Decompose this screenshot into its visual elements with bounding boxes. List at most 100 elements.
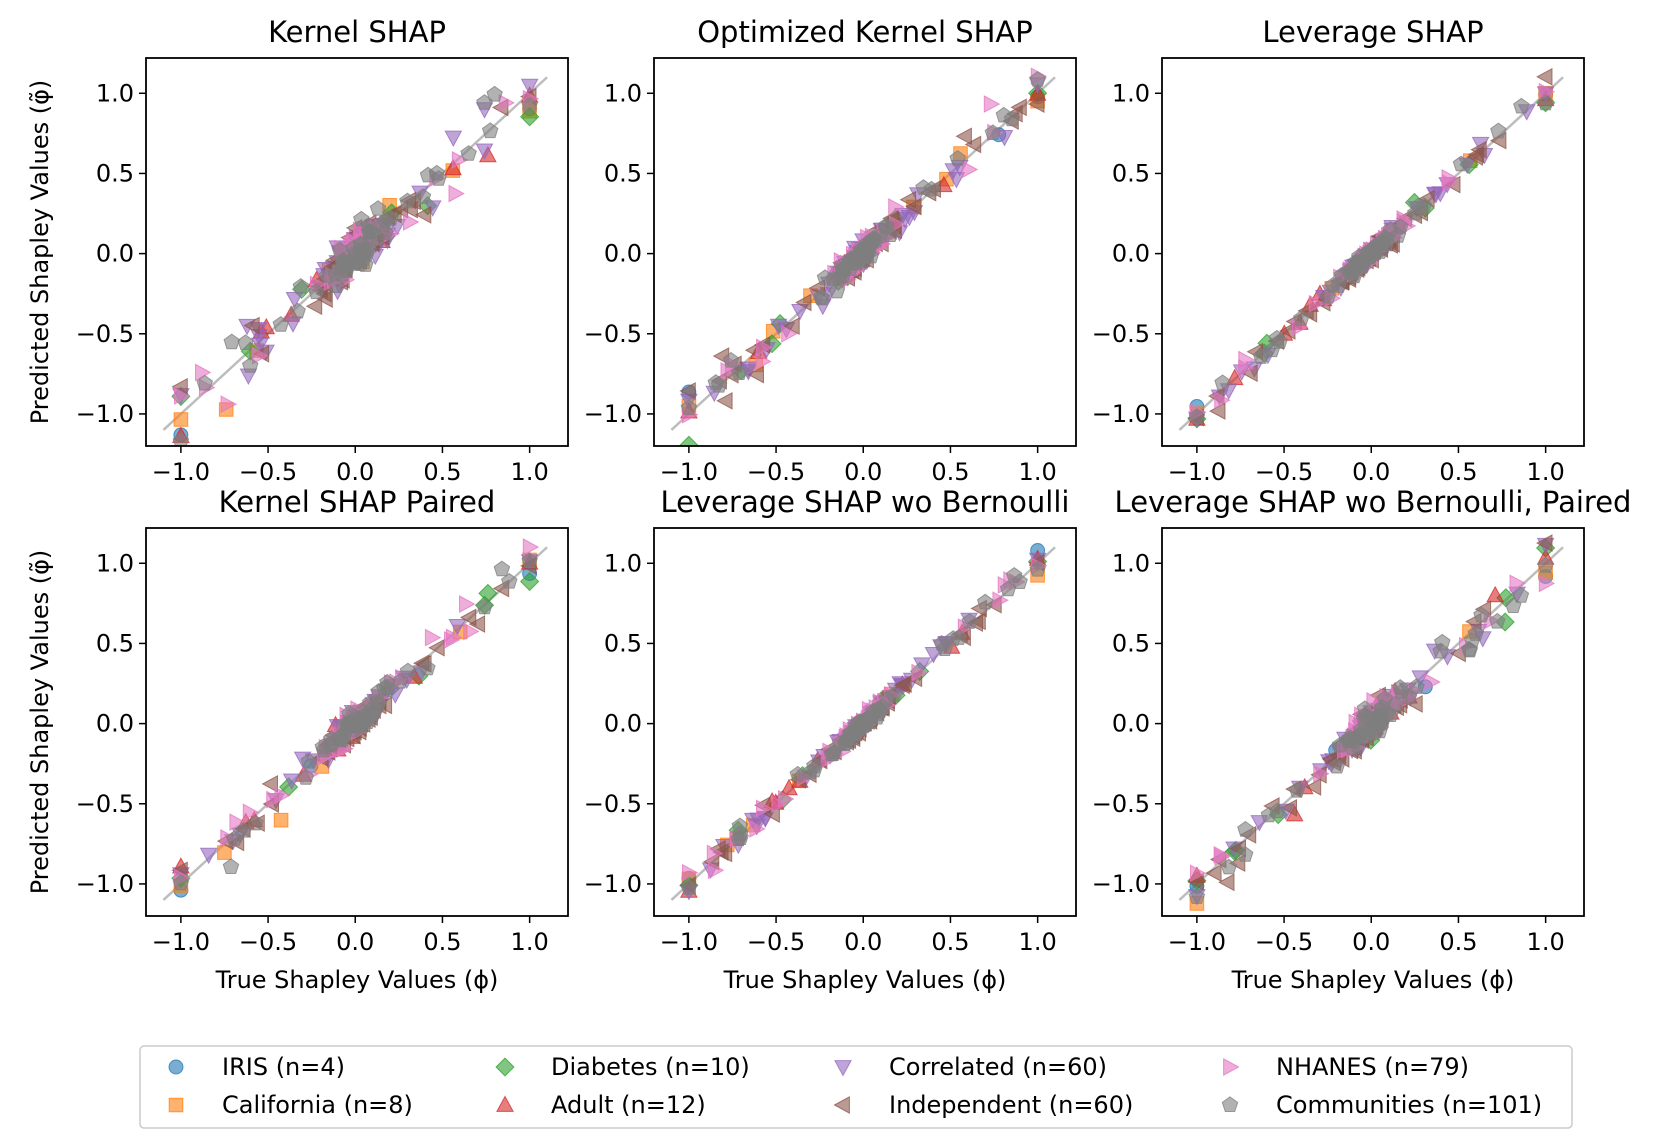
axes-frame xyxy=(1161,527,1585,917)
data-point xyxy=(888,198,905,216)
data-point xyxy=(217,845,232,860)
data-point xyxy=(1218,873,1235,892)
data-point xyxy=(1214,391,1231,410)
x-tick-label: −1.0 xyxy=(660,928,718,956)
y-tick-label: 0.0 xyxy=(1112,710,1150,738)
data-point xyxy=(1237,820,1254,837)
data-point xyxy=(1367,238,1384,255)
data-point xyxy=(1378,230,1395,247)
series-pentagon xyxy=(172,85,538,446)
data-point xyxy=(1357,251,1374,267)
legend-marker-triangle-up xyxy=(496,1095,514,1112)
legend-marker-circle xyxy=(168,1059,184,1075)
data-point xyxy=(522,538,540,557)
data-point xyxy=(448,184,465,203)
data-point xyxy=(679,381,696,400)
subplot-3: −1.0 −1.0 −0.5 −0.5 0.0 0.0 0.5 0.5 1.0 1.0 Levera… xyxy=(1092,15,1585,486)
x-tick-label: 1.0 xyxy=(1019,928,1057,956)
y-tick-label: 1.0 xyxy=(96,79,134,107)
data-point xyxy=(841,252,859,268)
data-point xyxy=(1280,798,1297,817)
data-point xyxy=(1304,777,1322,796)
data-point xyxy=(297,769,315,785)
data-point xyxy=(1188,408,1206,424)
y-axis-label: Predicted Shapley Values (φ̃) xyxy=(26,550,54,895)
y-tick-label: 0.5 xyxy=(1112,629,1150,657)
series-pentagon xyxy=(1188,94,1554,424)
data-point xyxy=(680,399,698,415)
legend-label: Independent (n=60) xyxy=(889,1091,1133,1119)
data-point xyxy=(976,593,994,610)
data-point xyxy=(251,337,269,355)
data-point xyxy=(300,752,317,769)
data-point xyxy=(749,820,766,838)
x-tick-label: 0.0 xyxy=(336,458,374,486)
x-tick-label: −0.5 xyxy=(239,458,297,486)
y-tick-label: 0.5 xyxy=(1112,159,1150,187)
data-point xyxy=(1486,585,1505,603)
data-point xyxy=(1513,97,1530,114)
legend-item: Correlated (n=60) xyxy=(834,1053,1107,1081)
data-point xyxy=(1308,294,1326,313)
legend-marker-square xyxy=(168,1097,184,1113)
plot-area xyxy=(670,67,1056,446)
x-tick-label: 0.0 xyxy=(844,458,882,486)
data-point xyxy=(414,205,432,224)
y-tick-label: 0.0 xyxy=(604,240,642,268)
y-tick-label: 0.0 xyxy=(96,710,134,738)
data-point xyxy=(716,391,733,410)
data-point xyxy=(369,200,387,216)
data-point xyxy=(520,78,539,96)
data-point xyxy=(261,774,278,793)
legend-label: IRIS (n=4) xyxy=(222,1053,345,1081)
data-point xyxy=(199,847,218,865)
data-point xyxy=(247,814,264,831)
y-tick-label: 0.5 xyxy=(604,629,642,657)
data-point xyxy=(1536,67,1553,86)
x-tick-label: 0.5 xyxy=(1439,458,1477,486)
x-tick-label: −0.5 xyxy=(747,928,805,956)
subplot-4: −1.0 −1.0 −0.5 −0.5 0.0 0.0 0.5 0.5 1.0 1.0 Kernel… xyxy=(26,485,569,994)
plot-area xyxy=(162,76,548,446)
axes-frame xyxy=(145,527,569,917)
data-point xyxy=(289,302,306,319)
data-point xyxy=(781,324,798,343)
data-point xyxy=(1489,612,1506,629)
y-tick-label: −1.0 xyxy=(1092,400,1150,428)
plot-area xyxy=(1178,67,1564,431)
data-point xyxy=(430,169,447,186)
legend-item: California (n=8) xyxy=(168,1091,413,1119)
data-point xyxy=(486,85,503,102)
data-point xyxy=(707,374,725,390)
data-point xyxy=(969,612,986,631)
legend-label: Correlated (n=60) xyxy=(889,1053,1107,1081)
data-point xyxy=(172,432,190,446)
x-tick-label: 0.0 xyxy=(844,928,882,956)
data-point xyxy=(780,778,798,796)
data-point xyxy=(899,190,917,209)
data-point xyxy=(226,830,243,846)
data-point xyxy=(806,761,823,778)
x-tick-label: 0.0 xyxy=(1352,458,1390,486)
subplot-1: −1.0 −1.0 −0.5 −0.5 0.0 0.0 0.5 0.5 1.0 1.0 Kernel… xyxy=(26,15,569,486)
y-tick-label: 0.0 xyxy=(96,240,134,268)
data-point xyxy=(173,412,189,427)
data-point xyxy=(682,863,699,882)
x-tick-label: −0.5 xyxy=(1255,928,1313,956)
data-point xyxy=(755,352,772,371)
data-point xyxy=(252,346,269,365)
data-point xyxy=(825,745,842,761)
data-point xyxy=(498,93,515,112)
x-tick-label: 0.5 xyxy=(1439,928,1477,956)
y-tick-label: 1.0 xyxy=(604,549,642,577)
data-point xyxy=(756,338,773,357)
data-point xyxy=(481,122,499,139)
data-point xyxy=(475,143,494,160)
data-point xyxy=(1537,94,1554,111)
subplot-5: −1.0 −1.0 −0.5 −0.5 0.0 0.0 0.5 0.5 1.0 1.0 Levera… xyxy=(584,485,1077,994)
x-tick-label: 1.0 xyxy=(511,928,549,956)
legend-item: Diabetes (n=10) xyxy=(495,1053,750,1081)
data-point xyxy=(285,292,304,309)
y-tick-label: −0.5 xyxy=(584,790,642,818)
data-point xyxy=(1324,276,1342,293)
